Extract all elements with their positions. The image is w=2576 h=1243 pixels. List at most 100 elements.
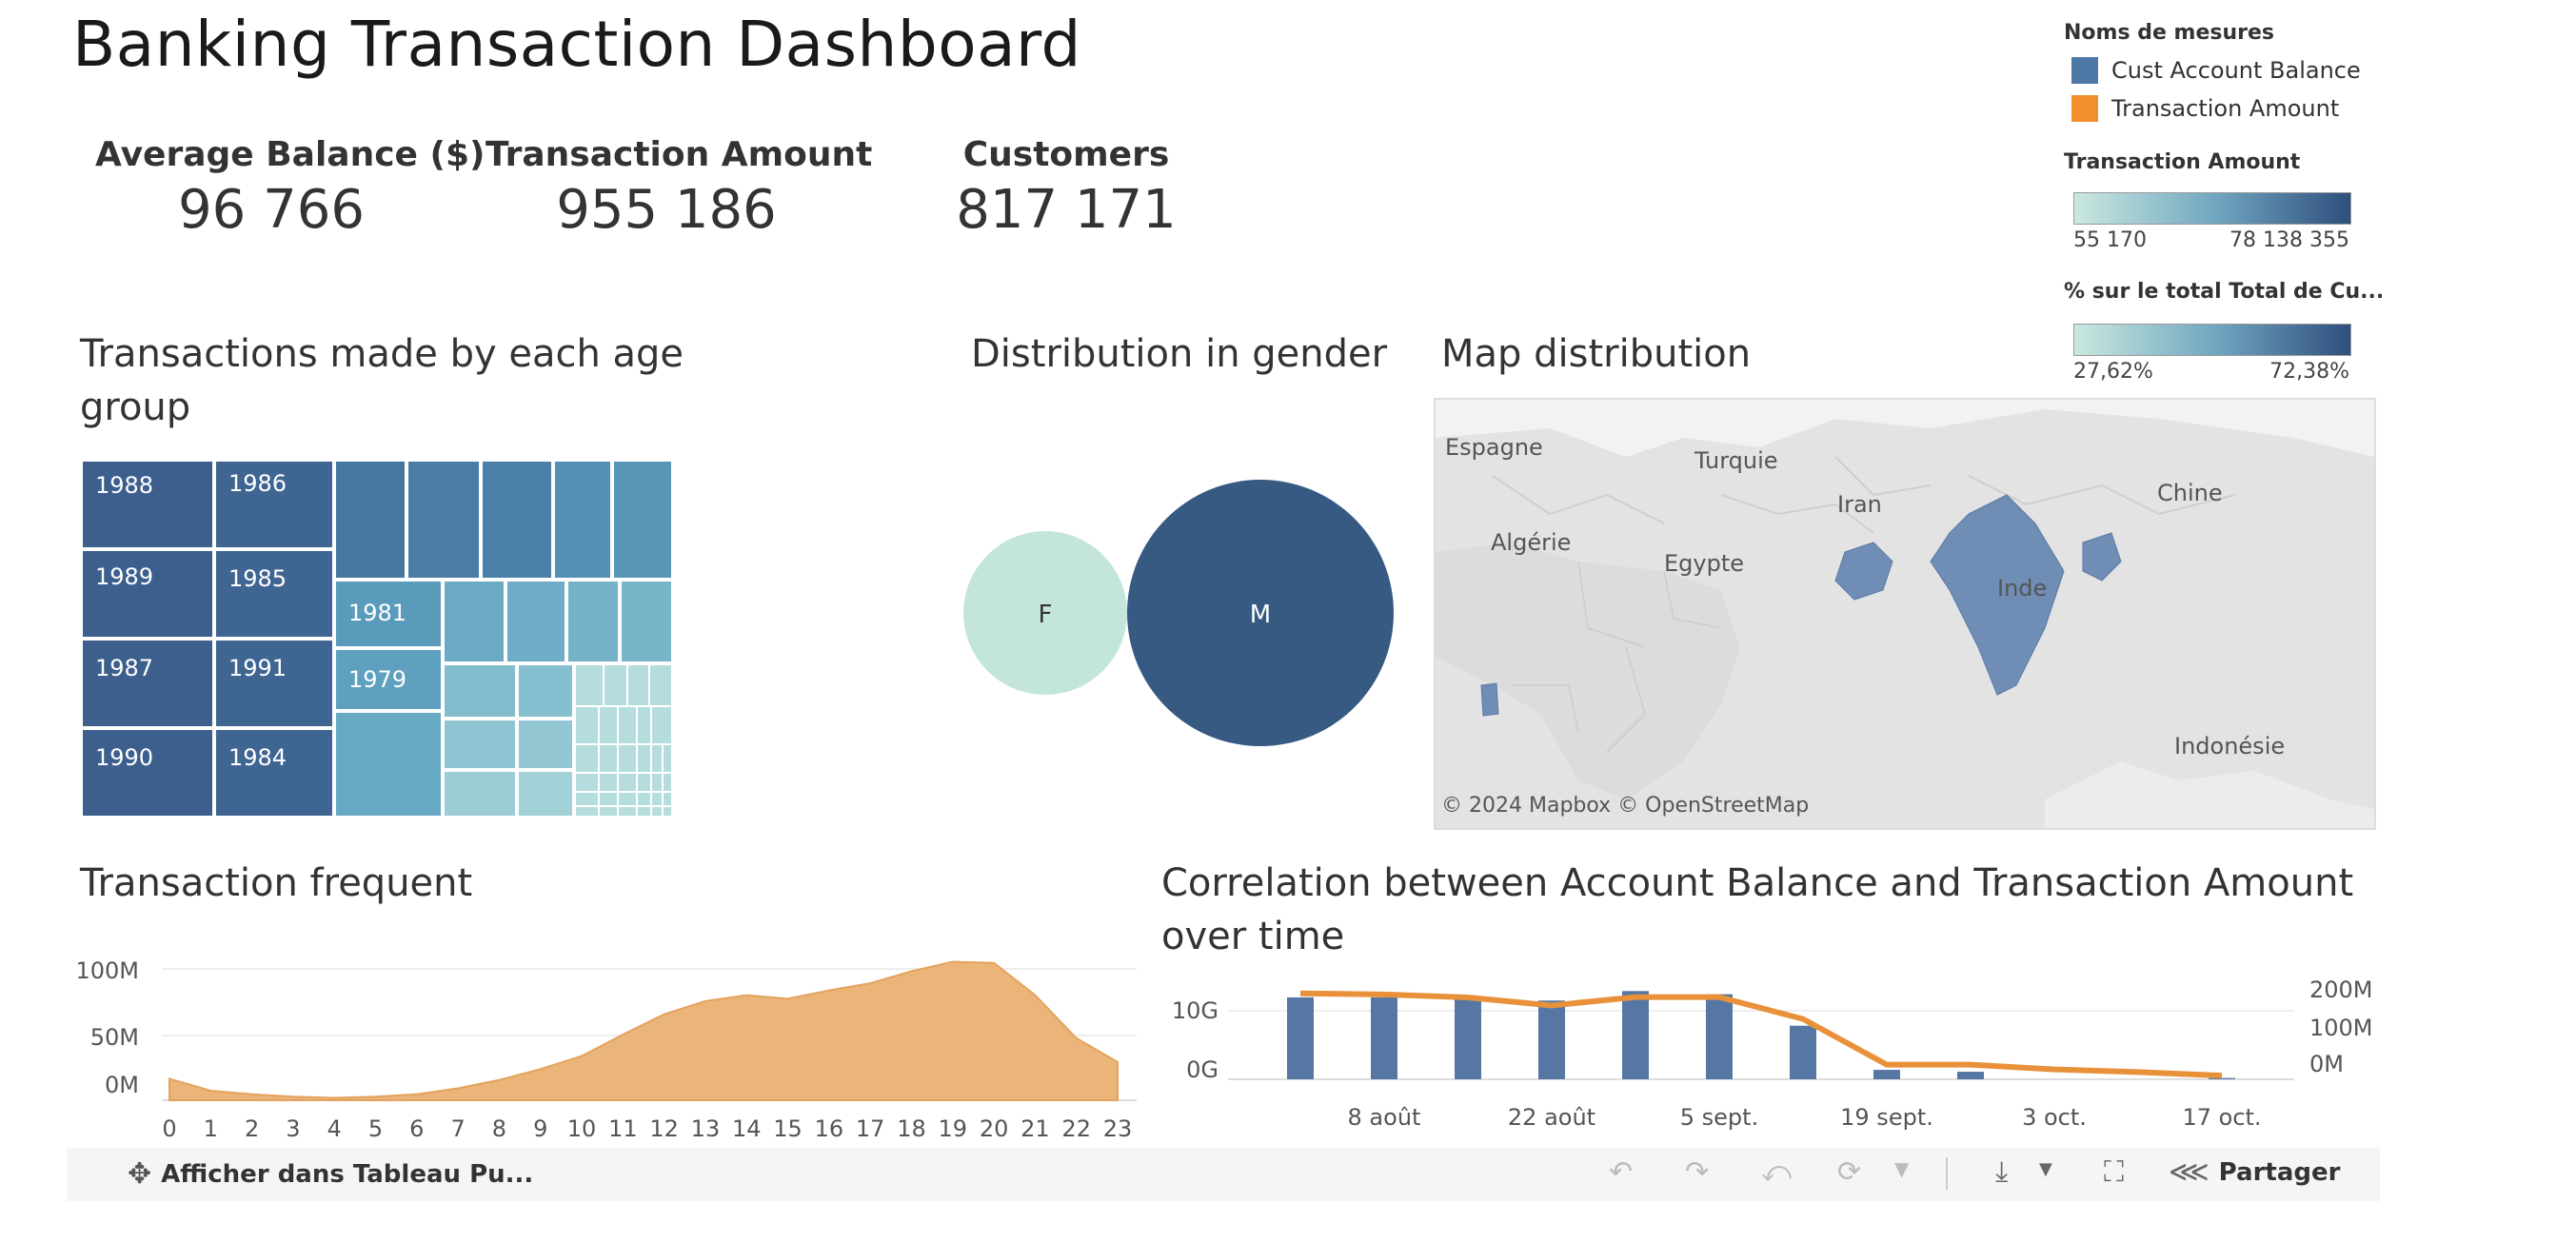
view-in-tableau-button[interactable]: ✥ Afficher dans Tableau Pu... — [128, 1157, 533, 1191]
treemap-cell-1986[interactable] — [214, 460, 334, 549]
treemap-chart: 1988 1989 1987 1990 1986 1985 1991 1984 … — [81, 460, 673, 818]
chevron-down-icon[interactable]: ▼ — [1894, 1157, 1910, 1180]
correlation-bar[interactable] — [1873, 1070, 1900, 1079]
treemap-cell[interactable] — [334, 711, 443, 818]
treemap-cell-1979[interactable] — [334, 648, 443, 711]
correlation-bar[interactable] — [1622, 991, 1649, 1079]
frequency-y-tick-50m: 50M — [90, 1024, 139, 1051]
treemap-label-1990: 1990 — [95, 744, 153, 771]
map-label-iran: Iran — [1837, 491, 1882, 518]
frequency-x-ticks: 0 1 2 3 4 5 6 7 8 9 10 11 12 13 14 15 16 17 18 19 20 21 22 23 — [162, 1115, 1132, 1142]
treemap-cell[interactable] — [406, 460, 481, 580]
legend-transaction-amount-title: Transaction Amount — [2064, 150, 2301, 174]
correlation-x-tick-8-aout: 8 août — [1348, 1104, 1421, 1131]
treemap-cell[interactable] — [517, 770, 574, 818]
correlation-bar[interactable] — [1371, 996, 1397, 1079]
correlation-bar[interactable] — [2209, 1077, 2235, 1079]
treemap-label-1988: 1988 — [95, 472, 153, 499]
map-africa — [1436, 543, 1740, 799]
treemap-cell[interactable] — [574, 663, 673, 818]
treemap-label-1986: 1986 — [228, 470, 287, 497]
fullscreen-icon[interactable]: ⛶ — [2104, 1155, 2124, 1189]
gender-label-female: F — [1039, 601, 1053, 629]
treemap-cell[interactable] — [443, 663, 517, 719]
toolbar-divider — [1946, 1157, 1948, 1190]
frequency-x-tick: 23 — [1103, 1115, 1133, 1142]
map-country-oman[interactable] — [1834, 542, 1893, 601]
treemap-label-1984: 1984 — [228, 744, 287, 771]
pct-min: 27,62% — [2073, 360, 2153, 384]
tableau-toolbar: ✥ Afficher dans Tableau Pu... ↶ ↷ ⤺ ⟳ ▼ … — [67, 1148, 2380, 1201]
gender-title: Distribution in gender — [971, 332, 1388, 376]
map-country-myanmar[interactable] — [2082, 532, 2122, 582]
refresh-icon[interactable]: ⟳ — [1837, 1155, 1862, 1189]
frequency-x-tick: 8 — [492, 1115, 506, 1142]
legend-swatch-balance — [2071, 57, 2098, 84]
view-in-tableau-label: Afficher dans Tableau Pu... — [161, 1159, 534, 1189]
kpi-average-balance-label: Average Balance ($) — [95, 135, 485, 174]
map-country-ghana[interactable] — [1480, 682, 1499, 717]
correlation-x-tick-5-sept: 5 sept. — [1680, 1104, 1758, 1131]
share-button[interactable]: ⋘ Partager — [2169, 1155, 2340, 1189]
frequency-x-tick: 21 — [1020, 1115, 1050, 1142]
map-label-turquie: Turquie — [1694, 447, 1778, 474]
correlation-bar[interactable] — [1790, 1025, 1816, 1079]
treemap-cell-1989[interactable] — [81, 549, 214, 639]
treemap-cell-1987[interactable] — [81, 639, 214, 728]
treemap-cell-1991[interactable] — [214, 639, 334, 728]
treemap-cell[interactable] — [517, 663, 574, 719]
treemap-cell-1990[interactable] — [81, 728, 214, 818]
revert-icon[interactable]: ⤺ — [1761, 1155, 1793, 1189]
frequency-chart: 100M 50M 0M 0 1 2 3 4 5 6 7 8 9 10 11 12 13 14 15 16 17 18… — [75, 957, 1137, 1142]
frequency-area-group — [168, 960, 1119, 1101]
undo-icon[interactable]: ↶ — [1609, 1155, 1634, 1189]
correlation-left-tick-10g: 10G — [1172, 997, 1219, 1024]
map-panel[interactable]: Espagne Turquie Iran Chine Algérie Egypt… — [1434, 398, 2376, 830]
legend-label-balance: Cust Account Balance — [2111, 57, 2361, 84]
treemap-cell[interactable] — [443, 719, 517, 770]
frequency-x-tick: 18 — [897, 1115, 926, 1142]
correlation-chart: 10G 0G 200M 100M 0M 8 août 22 août 5 sep… — [1172, 977, 2373, 1131]
treemap-cell[interactable] — [443, 770, 517, 818]
map-country-india[interactable] — [1930, 494, 2065, 696]
correlation-bar[interactable] — [1455, 996, 1481, 1079]
legend-item-balance[interactable]: Cust Account Balance — [2071, 57, 2361, 84]
treemap-small-cells — [575, 664, 672, 817]
treemap-cell-1984[interactable] — [214, 728, 334, 818]
frequency-x-tick: 22 — [1061, 1115, 1091, 1142]
gender-bubble-male[interactable] — [1127, 480, 1394, 746]
transaction-amount-max: 78 138 355 — [2229, 228, 2349, 252]
treemap-label-1991: 1991 — [228, 655, 287, 681]
treemap-cell[interactable] — [334, 460, 406, 580]
frequency-x-tick: 1 — [204, 1115, 218, 1142]
legend-item-transaction[interactable]: Transaction Amount — [2071, 95, 2339, 122]
treemap-cell[interactable] — [620, 580, 673, 663]
frequency-area[interactable] — [168, 960, 1119, 1101]
treemap-label-1987: 1987 — [95, 655, 153, 681]
download-icon[interactable]: ⤓ — [1995, 1155, 2009, 1189]
treemap-cell[interactable] — [553, 460, 612, 580]
frequency-y-tick-0m: 0M — [105, 1072, 139, 1098]
treemap-cell[interactable] — [481, 460, 553, 580]
gender-bubble-female[interactable] — [963, 531, 1127, 695]
correlation-bar[interactable] — [1538, 1000, 1565, 1079]
correlation-bar[interactable] — [1706, 994, 1733, 1079]
map-title: Map distribution — [1441, 332, 1752, 376]
treemap-cell[interactable] — [517, 719, 574, 770]
treemap-cell[interactable] — [566, 580, 620, 663]
map-attribution: © 2024 Mapbox © OpenStreetMap — [1441, 794, 1810, 818]
treemap-cell[interactable] — [505, 580, 566, 663]
frequency-x-tick: 10 — [567, 1115, 597, 1142]
correlation-line-transaction[interactable] — [1299, 990, 2223, 1079]
treemap-cell[interactable] — [443, 580, 505, 663]
correlation-bar[interactable] — [1957, 1072, 1984, 1079]
treemap-cell-1981[interactable] — [334, 580, 443, 648]
treemap-title: Transactions made by each age group — [80, 332, 684, 429]
kpi-average-balance-value: 96 766 — [178, 179, 365, 241]
treemap-cell[interactable] — [612, 460, 673, 580]
treemap-cell-1988[interactable] — [81, 460, 214, 549]
treemap-cell-1985[interactable] — [214, 549, 334, 639]
download-chevron-icon[interactable]: ▼ — [2039, 1159, 2052, 1179]
redo-icon[interactable]: ↷ — [1685, 1155, 1710, 1189]
correlation-bar[interactable] — [1287, 996, 1314, 1079]
